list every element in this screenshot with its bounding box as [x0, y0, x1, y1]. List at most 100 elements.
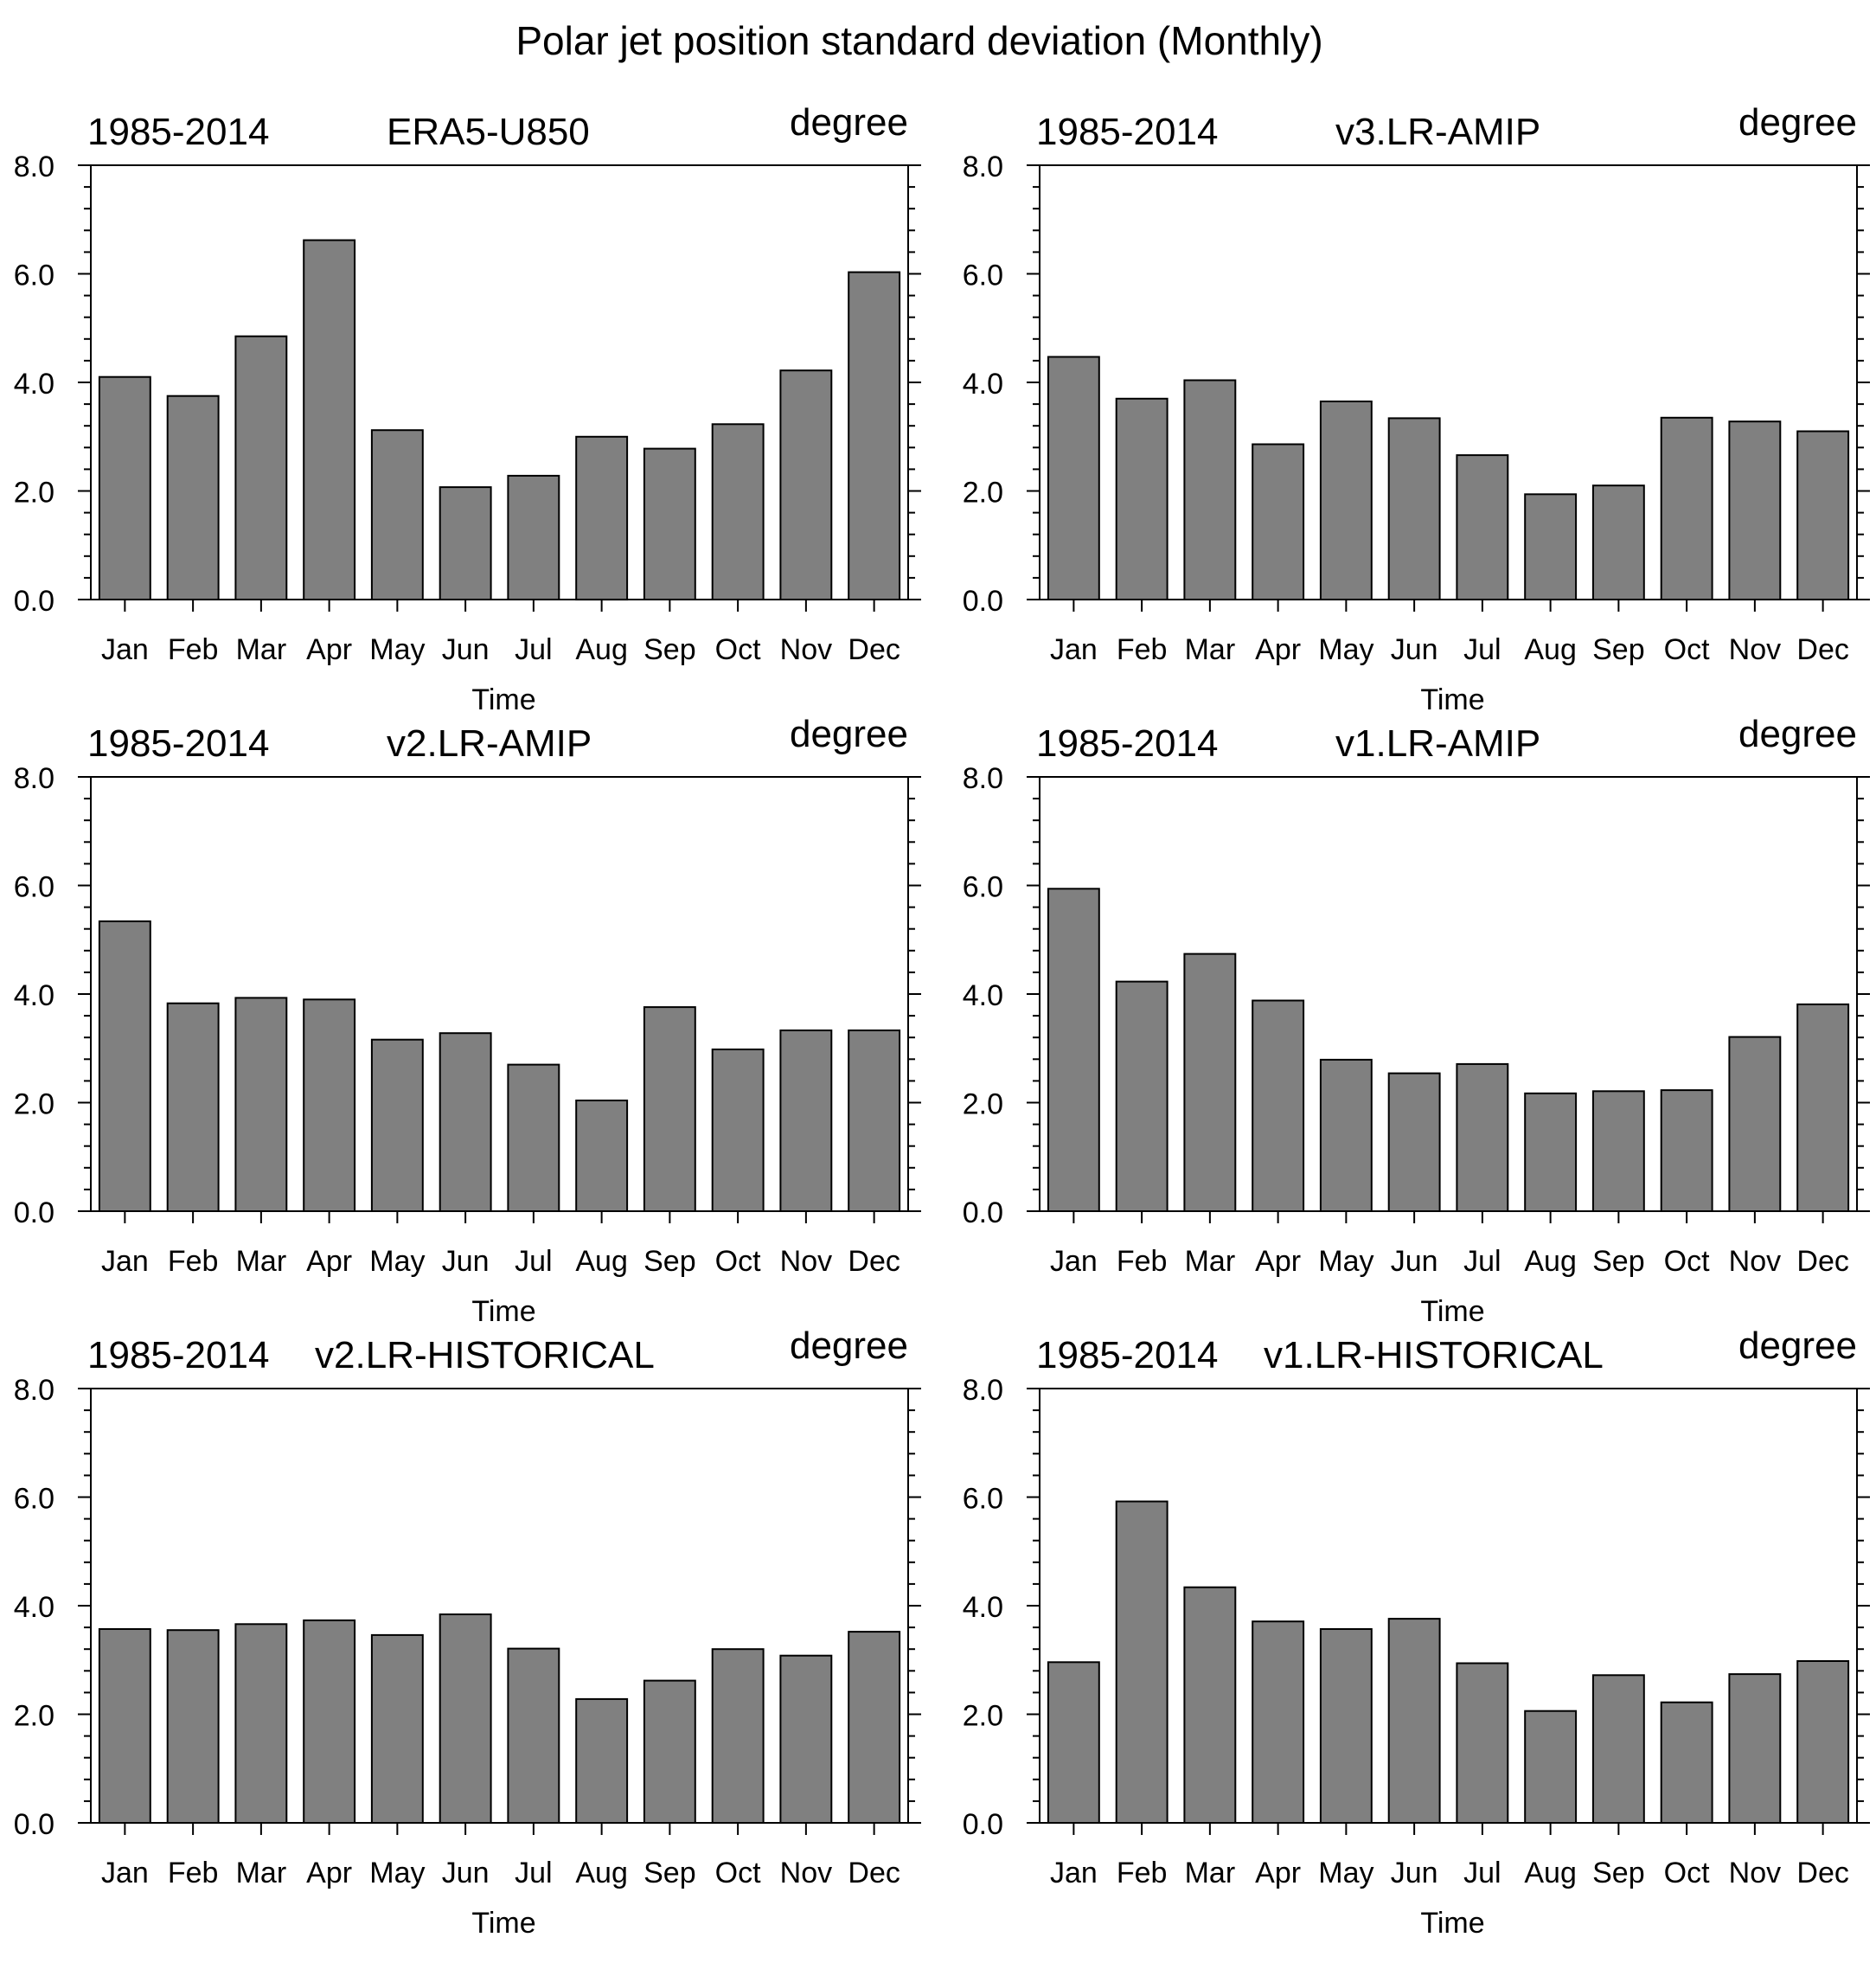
- x-tick-label-jun: Jun: [1391, 1857, 1438, 1889]
- panels-container: 1985-2014 ERA5-U850 degree 0.0 2.0 4.0 6.0 8.0 J…: [14, 101, 1870, 1940]
- panel-period-label: 1985-2014: [87, 722, 269, 765]
- panel-unit-label: degree: [1738, 1325, 1857, 1367]
- bar-feb: [1115, 1500, 1168, 1824]
- x-tick-label-oct: Oct: [1664, 1245, 1710, 1278]
- y-tick-label: 0.0: [963, 1196, 1003, 1229]
- x-tick-label-nov: Nov: [780, 633, 832, 666]
- bar-dec: [1796, 1660, 1850, 1824]
- y-tick-label: 4.0: [963, 1591, 1003, 1624]
- x-tick-label-nov: Nov: [1729, 633, 1781, 666]
- x-tick-label-mar: Mar: [1185, 1245, 1236, 1278]
- y-tick-label: 0.0: [14, 585, 54, 618]
- panel-unit-label: degree: [790, 1325, 908, 1367]
- x-tick-label-oct: Oct: [1664, 633, 1710, 666]
- x-tick-label-jan: Jan: [1050, 633, 1098, 666]
- x-tick-label-sep: Sep: [643, 633, 696, 666]
- bar-feb: [1115, 980, 1168, 1212]
- y-tick-label: 4.0: [14, 1591, 54, 1624]
- chart-panel-1: 1985-2014 ERA5-U850 degree 0.0 2.0 4.0 6.0 8.0 J…: [14, 101, 921, 716]
- bar-aug: [1524, 1710, 1578, 1824]
- x-tick-label-sep: Sep: [643, 1857, 696, 1889]
- x-tick-label-jun: Jun: [442, 633, 490, 666]
- y-tick-label: 8.0: [14, 762, 54, 795]
- bar-jul: [507, 474, 560, 601]
- x-tick-label-jul: Jul: [1463, 633, 1501, 666]
- y-tick-label: 2.0: [14, 477, 54, 510]
- x-tick-label-jan: Jan: [101, 633, 149, 666]
- bar-nov: [779, 369, 833, 600]
- bar-jul: [1456, 1062, 1509, 1213]
- bar-aug: [575, 435, 629, 601]
- y-tick-label: 4.0: [963, 368, 1003, 401]
- chart-panel-4: 1985-2014 v1.LR-AMIP degree 0.0 2.0 4.0 6.0 8.0…: [963, 713, 1870, 1328]
- bar-sep: [643, 1006, 696, 1212]
- bar-nov: [779, 1654, 833, 1824]
- y-tick-label: 4.0: [14, 979, 54, 1012]
- x-tick-label-apr: Apr: [306, 633, 352, 666]
- bar-apr: [303, 239, 356, 600]
- bar-aug: [1524, 1092, 1578, 1213]
- bar-may: [370, 1633, 424, 1825]
- x-tick-label-apr: Apr: [1255, 633, 1301, 666]
- x-axis-label: Time: [471, 1295, 535, 1328]
- bar-jan: [98, 920, 151, 1213]
- chart-panel-6: 1985-2014 v1.LR-HISTORICAL degree 0.0 2.0 4.0…: [963, 1325, 1870, 1940]
- x-tick-label-sep: Sep: [1592, 1857, 1645, 1889]
- x-tick-label-aug: Aug: [1524, 633, 1577, 666]
- bar-dec: [1796, 1003, 1850, 1213]
- y-tick-label: 8.0: [963, 762, 1003, 795]
- x-tick-label-may: May: [1318, 1245, 1373, 1278]
- bar-apr: [1252, 443, 1305, 600]
- bar-jan: [98, 1628, 151, 1824]
- y-tick-label: 4.0: [14, 368, 54, 401]
- bar-oct: [1660, 1089, 1713, 1212]
- bar-mar: [234, 335, 288, 600]
- y-tick-label: 2.0: [14, 1700, 54, 1733]
- bar-apr: [303, 998, 356, 1213]
- bar-oct: [711, 423, 765, 600]
- bar-jun: [439, 486, 492, 600]
- x-tick-label-jan: Jan: [101, 1857, 149, 1889]
- chart-panel-3: 1985-2014 v2.LR-AMIP degree 0.0 2.0 4.0 6.0 8.0…: [14, 713, 921, 1328]
- x-tick-label-aug: Aug: [575, 1245, 628, 1278]
- bar-aug: [575, 1697, 629, 1825]
- x-tick-label-may: May: [369, 1857, 425, 1889]
- y-tick-label: 6.0: [963, 1483, 1003, 1516]
- x-tick-label-mar: Mar: [236, 1245, 287, 1278]
- x-tick-label-mar: Mar: [1185, 633, 1236, 666]
- bar-dec: [848, 271, 901, 600]
- x-tick-label-feb: Feb: [168, 1245, 219, 1278]
- y-tick-label: 0.0: [14, 1808, 54, 1841]
- panel-title: v1.LR-AMIP: [1335, 722, 1540, 765]
- x-tick-label-may: May: [1318, 1857, 1373, 1889]
- bar-jun: [439, 1613, 492, 1824]
- x-tick-label-jan: Jan: [1050, 1857, 1098, 1889]
- panel-unit-label: degree: [790, 713, 908, 755]
- y-tick-label: 6.0: [963, 871, 1003, 904]
- y-tick-label: 0.0: [963, 1808, 1003, 1841]
- bar-jun: [439, 1032, 492, 1212]
- x-tick-label-mar: Mar: [236, 1857, 287, 1889]
- x-tick-label-nov: Nov: [1729, 1245, 1781, 1278]
- bar-feb: [166, 395, 220, 601]
- y-tick-label: 8.0: [14, 1374, 54, 1407]
- bar-nov: [779, 1030, 833, 1212]
- bar-mar: [1183, 953, 1237, 1212]
- bar-mar: [234, 1623, 288, 1825]
- chart-panel-2: 1985-2014 v3.LR-AMIP degree 0.0 2.0 4.0 6.0 8.0…: [963, 101, 1870, 716]
- x-tick-label-aug: Aug: [575, 1857, 628, 1889]
- x-tick-label-may: May: [1318, 633, 1373, 666]
- panel-period-label: 1985-2014: [1036, 111, 1218, 153]
- x-tick-label-mar: Mar: [1185, 1857, 1236, 1889]
- x-tick-label-apr: Apr: [306, 1245, 352, 1278]
- x-tick-label-jun: Jun: [442, 1245, 490, 1278]
- x-tick-label-aug: Aug: [575, 633, 628, 666]
- bar-feb: [166, 1002, 220, 1212]
- bar-mar: [1183, 1586, 1237, 1824]
- bar-nov: [1728, 1673, 1782, 1824]
- x-tick-label-jul: Jul: [1463, 1857, 1501, 1889]
- bar-sep: [1591, 484, 1645, 601]
- panel-unit-label: degree: [1738, 713, 1857, 755]
- figure-title: Polar jet position standard deviation (M…: [515, 18, 1322, 63]
